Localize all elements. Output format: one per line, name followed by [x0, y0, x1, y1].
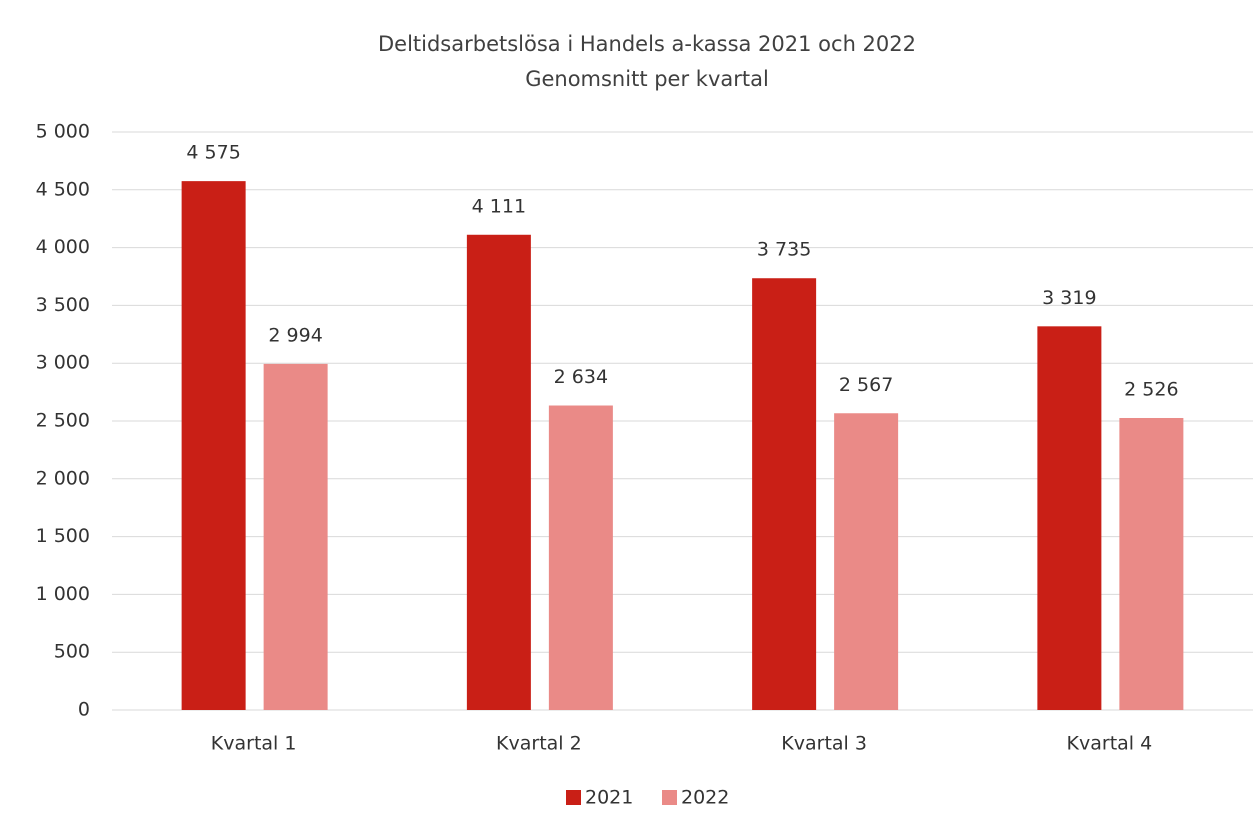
- bar: [752, 278, 817, 710]
- data-label: 4 575: [186, 142, 240, 164]
- x-tick-label: Kvartal 1: [211, 733, 297, 755]
- data-label: 3 319: [1042, 287, 1096, 309]
- y-tick-label: 5 000: [36, 121, 90, 143]
- x-tick-label: Kvartal 3: [781, 733, 867, 755]
- y-tick-label: 1 500: [36, 525, 90, 547]
- bar: [263, 363, 328, 710]
- bar: [1037, 326, 1102, 710]
- data-label: 2 634: [554, 366, 608, 388]
- bar: [548, 405, 613, 710]
- x-tick-label: Kvartal 2: [496, 733, 582, 755]
- y-tick-label: 3 000: [36, 352, 90, 374]
- y-tick-label: 3 500: [36, 294, 90, 316]
- data-label: 2 994: [268, 324, 322, 346]
- data-label: 3 735: [757, 239, 811, 261]
- legend-swatch: [566, 790, 581, 805]
- y-tick-label: 2 500: [36, 410, 90, 432]
- bar: [834, 413, 899, 710]
- data-label: 2 567: [839, 374, 893, 396]
- legend-swatch: [662, 790, 677, 805]
- legend-label: 2022: [681, 787, 729, 809]
- chart-title: Deltidsarbetslösa i Handels a-kassa 2021…: [378, 32, 916, 56]
- data-label: 4 111: [472, 195, 526, 217]
- bar: [181, 181, 246, 710]
- chart-subtitle: Genomsnitt per kvartal: [525, 67, 769, 91]
- x-tick-label: Kvartal 4: [1067, 733, 1153, 755]
- y-tick-label: 4 000: [36, 236, 90, 258]
- data-label: 2 526: [1124, 378, 1178, 400]
- y-tick-label: 0: [78, 699, 90, 721]
- y-tick-label: 500: [54, 641, 90, 663]
- bar: [1119, 417, 1184, 710]
- y-tick-label: 2 000: [36, 467, 90, 489]
- bar: [466, 234, 531, 710]
- y-tick-label: 4 500: [36, 178, 90, 200]
- y-tick-label: 1 000: [36, 583, 90, 605]
- legend-label: 2021: [585, 787, 633, 809]
